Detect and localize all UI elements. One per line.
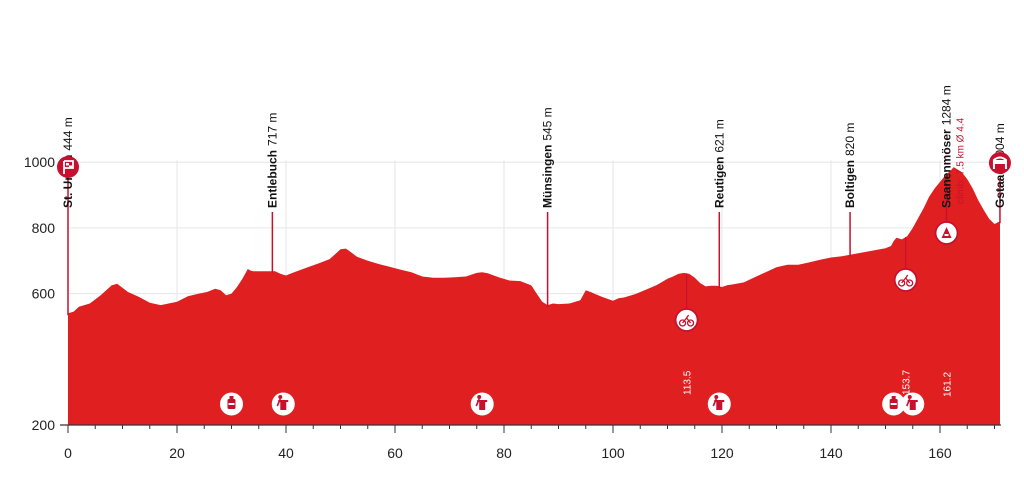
elevation-profile-area [68,167,1000,425]
sprint-marker: 113.5 [674,273,699,395]
icon-peak [941,227,952,238]
location-markers: St. Urban444 m Entlebuch 717 m Münsingen 545… [57,85,1011,316]
icon-lid [714,400,725,402]
climb-info: climb: 7.5 km Ø 4.4 [956,117,967,204]
waste-zone-icon [901,392,925,416]
location-elevation: 1284 m [940,85,954,125]
climb-km-label: 161.2 [943,372,954,397]
location-m-nsingen: Münsingen 545 m [541,107,555,308]
location-reutigen: Reutigen 621 m [712,119,726,289]
waste-zone-icon [470,392,494,416]
x-tick-label: 140 [819,445,843,461]
icon-bin [716,402,723,410]
x-tick-label: 120 [710,445,734,461]
x-tick-label: 20 [169,445,185,461]
icon-lid [907,400,918,402]
route-markers: 113.5 153.7 161.2 [674,237,954,397]
icon-banner [993,160,1006,164]
climb-category-icon [934,221,959,245]
start-flag-icon [57,156,79,178]
x-tick-label: 100 [601,445,625,461]
y-tick-label: 1000 [24,154,55,170]
icon-bar [944,234,949,236]
icon-person-body [475,398,480,407]
service-markers [220,392,925,416]
location-entlebuch: Entlebuch 717 m [265,113,279,274]
location-name: Entlebuch [265,150,279,208]
intermediate-sprint-icon [893,268,918,292]
axes: 0 20 40 60 80 100 120 140 160 200 600 800 1000 [24,154,1001,461]
icon-circle [893,268,918,292]
icon-bin [909,402,916,410]
icon-bin [280,402,287,410]
sprint-km-label: 113.5 [683,370,694,395]
icon-wheel [686,319,695,327]
location-elevation: 717 m [265,113,279,146]
icon-person-head [278,395,283,399]
waste-zone-icon [271,392,295,416]
icon-circle [674,308,699,332]
waste-zone-icon [707,392,731,416]
icon-person-body [276,398,282,407]
x-tick-label: 0 [64,445,72,461]
icon-wheel [898,279,906,287]
icon-person-head [477,395,482,399]
finish-line-icon [988,152,1011,174]
icon-arch [992,156,1007,169]
location-elevation: 444 m [61,117,75,150]
x-tick-label: 80 [496,445,512,461]
y-tick-label: 600 [32,286,56,302]
icon-check [66,163,69,166]
icon-wheel [906,279,914,287]
location-gstaad: Gstaad1004 m [988,123,1011,224]
icon-frame [682,314,692,324]
location-elevation: 820 m [843,123,857,156]
location-name: Boltigen [843,160,857,208]
icon-person-head [714,395,719,399]
icon-label [890,403,897,405]
icon-person-head [907,395,912,399]
location-label: Münsingen 545 m [541,107,555,208]
sprint-km-label: 153.7 [902,370,913,395]
icon-label [228,403,235,405]
icon-lid [477,400,488,402]
icon-person-body [712,398,718,407]
icon-circle [57,156,79,178]
location-label: Saanenmöser 1284 m [940,85,954,208]
y-tick-label: 800 [32,220,56,236]
icon-bin [479,402,486,410]
sprint-marker: 153.7 [893,237,918,395]
icon-check [69,165,72,168]
intermediate-sprint-icon [674,308,699,332]
location-name: Gstaad [993,167,1007,208]
x-tick-label: 40 [278,445,294,461]
y-tick-label: 200 [32,417,56,433]
icon-flag [63,160,74,174]
icon-lid [278,400,289,402]
location-name: Münsingen [541,145,555,208]
location-label: Entlebuch 717 m [265,113,279,208]
location-name: Reutigen [712,157,726,208]
feed-zone-icon [220,392,243,416]
icon-person-body [906,398,911,407]
icon-cap [891,396,896,399]
x-tick-label: 160 [928,445,952,461]
location-boltigen: Boltigen 820 m [843,123,857,257]
location-elevation: 621 m [712,119,726,152]
location-elevation: 545 m [541,107,555,140]
icon-wheel [678,319,687,327]
icon-frame [901,274,911,284]
location-label: Reutigen 621 m [712,119,726,208]
location-st-urban: St. Urban444 m [57,117,79,316]
x-tick-label: 60 [387,445,403,461]
icon-cap [229,396,234,399]
location-label: Boltigen 820 m [843,123,857,208]
location-name: Saanenmöser [940,129,954,208]
